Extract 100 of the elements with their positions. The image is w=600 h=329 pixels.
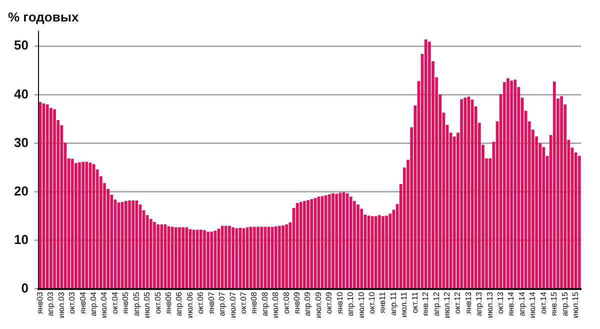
x-tick-label: апр.03 (46, 291, 56, 316)
bar (178, 227, 181, 288)
bar (285, 224, 288, 288)
x-tick-label: июл.13 (485, 291, 494, 318)
bar (310, 199, 314, 288)
bar (332, 193, 334, 288)
bar (224, 226, 228, 288)
bar (150, 219, 152, 288)
bar (160, 224, 164, 288)
bar (514, 80, 517, 288)
x-tick-label: апр.07 (218, 291, 227, 316)
x-tick-label: окт.06 (196, 291, 206, 314)
x-tick-label: июл.09 (314, 291, 323, 318)
y-tick-label: 20 (14, 183, 28, 198)
bar (542, 147, 546, 288)
x-tick-label: апр.09 (303, 291, 312, 316)
bar (53, 109, 56, 288)
x-tick-label: апр.12 (432, 291, 441, 316)
bar (360, 208, 364, 288)
x-tick-label: янв07 (206, 291, 216, 314)
bar (70, 158, 74, 288)
x-tick-label: янв04 (78, 291, 88, 314)
bar (85, 162, 88, 288)
bar (282, 225, 284, 288)
bar (253, 226, 256, 288)
bar (120, 202, 124, 288)
bar (78, 162, 81, 288)
bar (382, 216, 384, 288)
x-tick-label: янв11 (378, 291, 388, 314)
x-tick-label: окт.03 (68, 291, 77, 314)
bar (124, 201, 128, 288)
bar (460, 99, 463, 288)
x-tick-label: апр.06 (174, 291, 184, 316)
bar (228, 226, 231, 288)
chart-title: % годовых (8, 9, 80, 24)
y-tick-label: 0 (21, 280, 28, 296)
x-tick-label: окт.11 (410, 291, 420, 314)
x-tick-label: янв08 (250, 291, 259, 314)
bar (560, 96, 563, 288)
x-tick-label: июл.03 (56, 291, 66, 318)
x-tick-label: янв.12 (421, 291, 430, 316)
bar (338, 192, 342, 288)
bar (203, 230, 206, 288)
x-tick-label: янв03 (35, 291, 44, 314)
x-tick-label: июл.06 (185, 291, 194, 318)
x-tick-label: окт.10 (368, 291, 376, 314)
bar (220, 226, 224, 288)
y-tick-label: 40 (14, 86, 28, 102)
bar (196, 230, 199, 288)
bar (249, 226, 252, 288)
x-tick-label: апр.05 (132, 291, 141, 316)
bar (135, 200, 138, 288)
bar (356, 204, 360, 288)
bar (324, 195, 328, 288)
y-tick-label: 10 (14, 232, 28, 247)
x-tick-label: июл.04 (100, 291, 109, 318)
bar (428, 42, 431, 288)
bar (349, 196, 352, 288)
bar (374, 216, 378, 288)
bar (153, 222, 156, 288)
bar (424, 39, 428, 288)
x-tick-label: янв13 (464, 291, 473, 314)
bar (388, 214, 392, 288)
x-tick-label: окт.12 (453, 291, 462, 314)
x-tick-label: окт.13 (496, 291, 506, 314)
x-tick-label: янв05 (121, 291, 130, 314)
bar (314, 198, 317, 288)
x-tick-label: июл.07 (228, 291, 238, 318)
bar (128, 200, 131, 288)
x-tick-label: янв06 (164, 291, 173, 314)
bar (206, 232, 210, 288)
bar (464, 98, 467, 288)
bar (306, 200, 310, 288)
x-tick-label: окт.07 (238, 291, 248, 314)
bar (274, 226, 278, 288)
bar (299, 202, 302, 288)
y-tick-label: 30 (14, 134, 28, 150)
bar (82, 162, 85, 288)
x-tick-label: окт.05 (153, 291, 162, 314)
x-tick-label: апр.13 (474, 291, 484, 316)
bar (303, 201, 306, 288)
bar (335, 194, 338, 288)
x-tick-label: апр.11 (388, 291, 398, 316)
bar (210, 232, 214, 288)
bar (328, 194, 331, 288)
x-tick-label: июл.12 (442, 291, 452, 318)
bar (452, 136, 456, 288)
bar (578, 156, 581, 288)
bar (174, 227, 178, 288)
x-tick-label: апр.08 (260, 291, 270, 316)
x-tick-label: янв.15 (550, 291, 559, 316)
y-tick-label: 50 (14, 38, 28, 53)
bar (256, 226, 260, 288)
bar (199, 230, 202, 288)
bar (270, 226, 274, 288)
bar (278, 226, 281, 288)
bar (74, 163, 78, 288)
x-tick-label: июл.05 (142, 291, 152, 318)
x-tick-label: июл.14 (528, 291, 538, 318)
bar (385, 216, 388, 288)
